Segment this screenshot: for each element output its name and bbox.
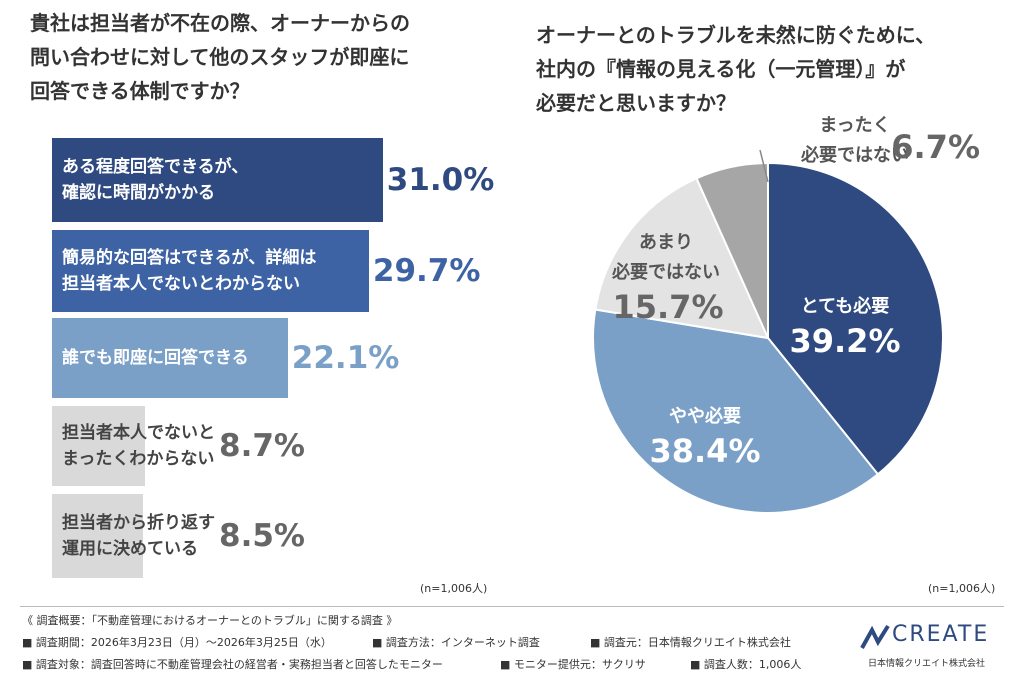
footer-item: ■ 調査人数：1,006人 xyxy=(690,658,802,671)
logo-mark xyxy=(860,624,890,649)
value-label: 8.7% xyxy=(219,428,305,464)
value-label: 22.1% xyxy=(291,340,400,376)
divider xyxy=(20,606,1004,607)
footer-item: ■ 調査期間：2026年3月23日（月）～2026年3月25日（水） xyxy=(22,636,332,649)
footer-item: ■ 調査対象：調査回答時に不動産管理会社の経営者・実務担当者と回答したモニター xyxy=(22,658,443,671)
pie-slice xyxy=(695,161,769,339)
slice-value: 6.7% xyxy=(891,128,980,166)
slice-label: あまり必要ではない xyxy=(611,232,720,283)
category-label: 担当者から折り返す 運用に決めている xyxy=(62,513,215,559)
category-label: 簡易的な回答はできるが、詳細は 担当者本人でないとわからない xyxy=(62,248,317,294)
category-label: 担当者本人でないと まったくわからない xyxy=(62,423,215,469)
leader-line xyxy=(759,149,769,183)
footer-item: ■ モニター提供元：サクリサ xyxy=(500,658,646,671)
value-label: 29.7% xyxy=(372,253,481,289)
bar xyxy=(52,230,369,312)
value-label: 31.0% xyxy=(386,162,495,198)
pie-slice xyxy=(592,308,880,514)
sample-note: (n=1,006人) xyxy=(928,582,996,595)
pie-slice xyxy=(594,176,770,340)
value-label: 8.5% xyxy=(219,518,305,554)
slice-label: とても必要 xyxy=(801,295,890,317)
footer-heading: 《 調査概要：「不動産管理におけるオーナーとのトラブル」に関する調査 》 xyxy=(22,614,398,627)
bar xyxy=(52,318,288,398)
bar xyxy=(52,494,143,578)
sample-note: (n=1,006人) xyxy=(420,582,488,595)
footer-item: ■ 調査元：日本情報クリエイト株式会社 xyxy=(590,636,791,649)
slice-label: まったく必要ではない xyxy=(800,115,909,166)
footer-item: ■ 調査方法：インターネット調査 xyxy=(372,636,540,649)
pie-slice xyxy=(767,161,944,476)
bar xyxy=(52,138,383,222)
category-label: 誰でも即座に回答できる xyxy=(62,348,249,368)
slice-value: 38.4% xyxy=(649,432,760,470)
bar-chart-title: 貴社は担当者が不在の際、オーナーからの 問い合わせに対して他のスタッフが即座に … xyxy=(30,11,410,103)
pie-chart-title: オーナーとのトラブルを未然に防ぐために、 社内の『情報の見える化（一元管理）』が… xyxy=(536,23,936,115)
slice-value: 15.7% xyxy=(612,288,723,326)
slice-label: やや必要 xyxy=(669,405,741,427)
bar xyxy=(52,406,145,486)
logo-text: CREATE xyxy=(892,622,990,647)
logo-company: 日本情報クリエイト株式会社 xyxy=(868,659,986,669)
category-label: ある程度回答できるが、 確認に時間がかかる xyxy=(62,157,249,203)
slice-value: 39.2% xyxy=(789,322,900,360)
